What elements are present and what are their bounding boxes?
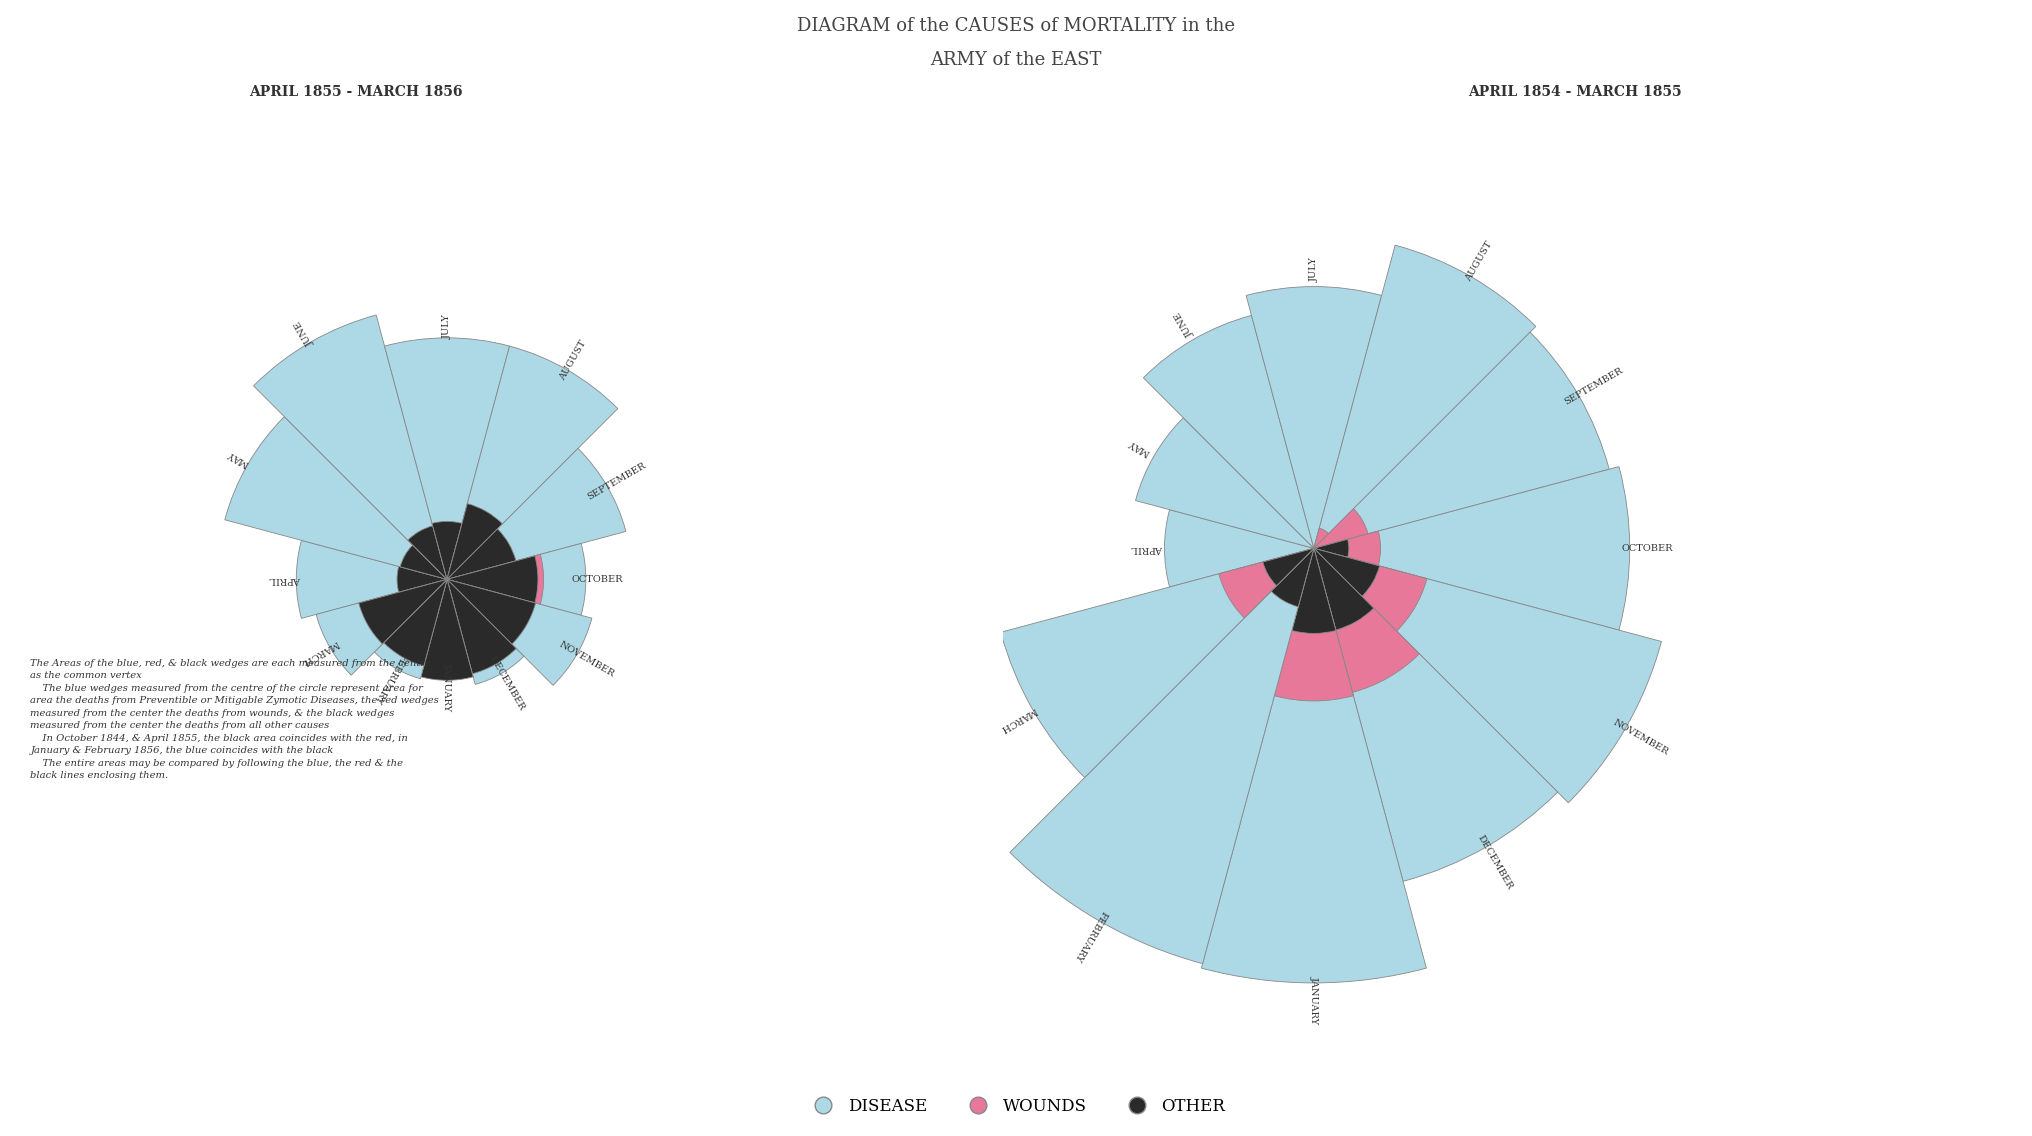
Text: JANUARY: JANUARY (1309, 976, 1319, 1025)
Wedge shape (396, 567, 447, 592)
Text: AUGUST: AUGUST (1465, 240, 1496, 283)
Wedge shape (360, 579, 447, 644)
Wedge shape (1315, 532, 1380, 566)
Wedge shape (447, 346, 618, 579)
Wedge shape (408, 526, 447, 579)
Wedge shape (421, 579, 473, 680)
Wedge shape (406, 549, 447, 579)
Text: JULY: JULY (1309, 257, 1319, 282)
Wedge shape (437, 541, 457, 579)
Text: DECEMBER: DECEMBER (488, 654, 526, 712)
Wedge shape (374, 579, 447, 678)
Text: JANUARY: JANUARY (443, 662, 451, 711)
Wedge shape (1315, 549, 1559, 882)
Wedge shape (1315, 245, 1536, 549)
Wedge shape (1315, 549, 1418, 692)
Wedge shape (254, 315, 447, 579)
Wedge shape (1315, 332, 1609, 549)
Text: OCTOBER: OCTOBER (1622, 544, 1672, 553)
Wedge shape (1219, 549, 1315, 618)
Wedge shape (1164, 510, 1315, 587)
Wedge shape (447, 554, 545, 604)
Legend: DISEASE, WOUNDS, OTHER: DISEASE, WOUNDS, OTHER (801, 1092, 1231, 1122)
Wedge shape (1002, 549, 1315, 777)
Text: JUNE: JUNE (295, 318, 315, 348)
Text: AUGUST: AUGUST (559, 340, 589, 383)
Wedge shape (1315, 509, 1368, 549)
Text: APRIL 1854 - MARCH 1855: APRIL 1854 - MARCH 1855 (1467, 85, 1682, 99)
Wedge shape (1315, 467, 1630, 630)
Wedge shape (1272, 549, 1315, 607)
Wedge shape (447, 579, 522, 635)
Text: ARMY of the EAST: ARMY of the EAST (931, 51, 1101, 69)
Wedge shape (433, 579, 461, 632)
Wedge shape (1315, 528, 1329, 549)
Wedge shape (447, 449, 626, 579)
Wedge shape (447, 543, 585, 616)
Text: SEPTEMBER: SEPTEMBER (1563, 367, 1624, 407)
Wedge shape (1136, 418, 1315, 549)
Wedge shape (1201, 549, 1426, 983)
Text: The Areas of the blue, red, & black wedges are each measured from the centre
as : The Areas of the blue, red, & black wedg… (30, 659, 439, 780)
Wedge shape (433, 521, 461, 579)
Wedge shape (423, 579, 471, 676)
Wedge shape (1246, 286, 1382, 549)
Wedge shape (447, 579, 484, 628)
Wedge shape (1315, 549, 1426, 632)
Wedge shape (447, 541, 475, 579)
Text: OCTOBER: OCTOBER (571, 575, 622, 584)
Wedge shape (1274, 549, 1353, 701)
Text: MARCH: MARCH (998, 705, 1038, 733)
Text: MAY: MAY (1126, 437, 1152, 457)
Text: NOVEMBER: NOVEMBER (1611, 718, 1670, 757)
Text: DIAGRAM of the CAUSES of MORTALITY in the: DIAGRAM of the CAUSES of MORTALITY in th… (797, 17, 1235, 35)
Wedge shape (317, 579, 447, 675)
Wedge shape (384, 579, 447, 666)
Wedge shape (447, 556, 538, 603)
Text: NOVEMBER: NOVEMBER (557, 641, 616, 679)
Wedge shape (1292, 549, 1335, 634)
Wedge shape (447, 579, 536, 644)
Text: APRIL: APRIL (1132, 544, 1162, 553)
Wedge shape (1315, 549, 1662, 803)
Wedge shape (447, 579, 516, 674)
Wedge shape (447, 503, 502, 579)
Text: DECEMBER: DECEMBER (1475, 833, 1514, 891)
Wedge shape (419, 540, 447, 579)
Wedge shape (1010, 549, 1315, 963)
Wedge shape (297, 541, 447, 618)
Wedge shape (1315, 549, 1380, 596)
Text: MAY: MAY (226, 449, 250, 468)
Wedge shape (1278, 549, 1315, 599)
Wedge shape (400, 545, 447, 579)
Wedge shape (1315, 540, 1349, 558)
Text: JUNE: JUNE (1174, 310, 1195, 339)
Wedge shape (447, 579, 524, 684)
Wedge shape (396, 579, 447, 617)
Wedge shape (1144, 316, 1315, 549)
Wedge shape (404, 568, 447, 591)
Text: APRIL 1855 - MARCH 1856: APRIL 1855 - MARCH 1856 (248, 85, 463, 99)
Text: MARCH: MARCH (301, 638, 339, 667)
Wedge shape (226, 417, 447, 579)
Wedge shape (417, 579, 447, 620)
Text: APRIL: APRIL (270, 575, 301, 584)
Text: FEBRUARY: FEBRUARY (372, 651, 408, 705)
Text: FEBRUARY: FEBRUARY (1073, 909, 1107, 963)
Text: SEPTEMBER: SEPTEMBER (585, 461, 648, 502)
Wedge shape (447, 529, 516, 579)
Wedge shape (1262, 549, 1315, 586)
Wedge shape (384, 337, 510, 579)
Wedge shape (1315, 549, 1374, 630)
Wedge shape (447, 534, 510, 579)
Text: JULY: JULY (443, 315, 451, 340)
Wedge shape (447, 579, 591, 685)
